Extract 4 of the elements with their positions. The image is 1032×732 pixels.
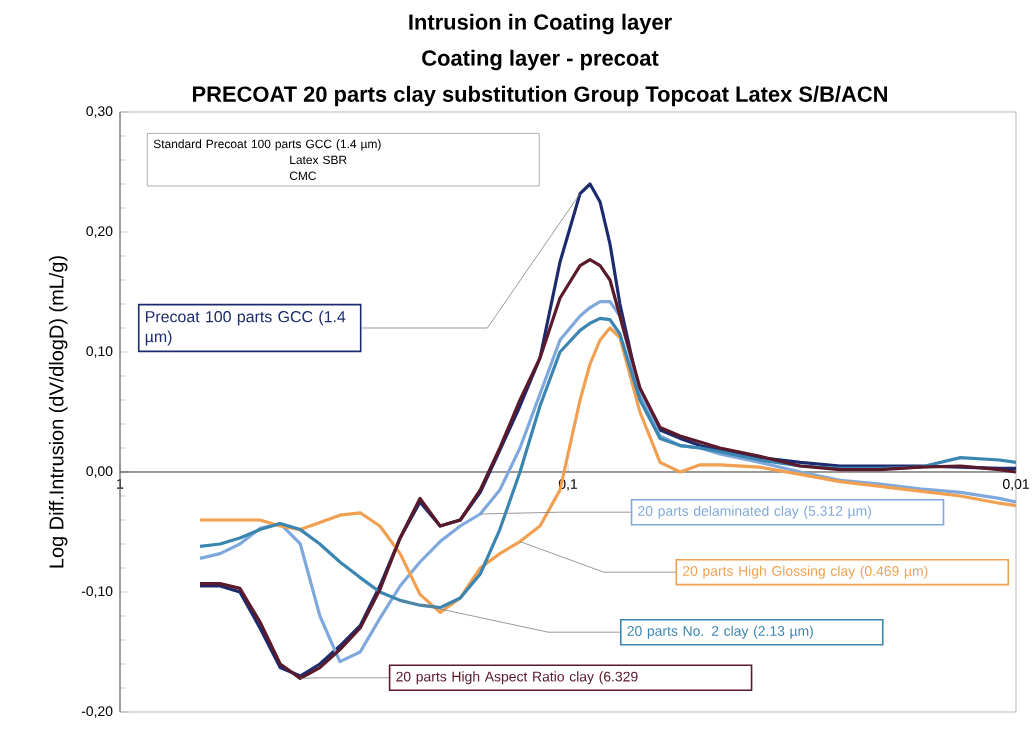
chart-title: Intrusion in Coating layer <box>409 13 672 35</box>
y-axis-title: Log Diff.Intrusion (dV/dlogD) (mL/g) <box>48 256 68 568</box>
text: PRECOAT 20 parts clay substitution Group Topcoat Latex S/B/ACN <box>192 85 888 107</box>
chart-subtitle: Coating layer - precoat <box>422 49 659 71</box>
